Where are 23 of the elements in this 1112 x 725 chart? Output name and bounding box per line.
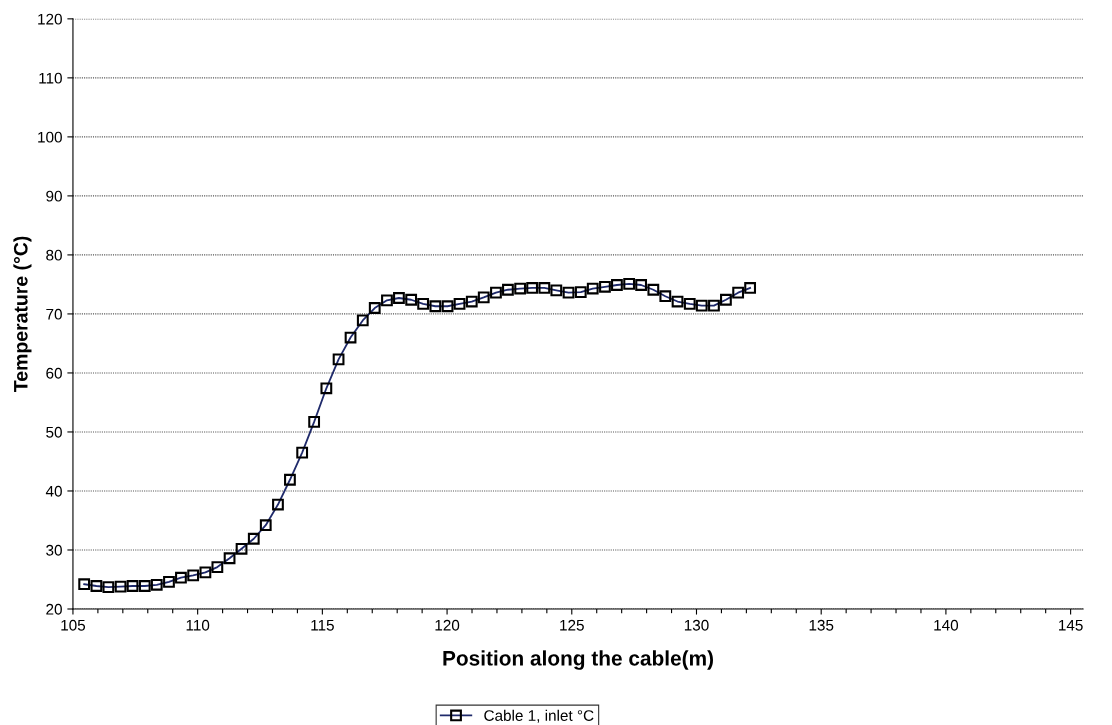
y-tick-label: 90 [46, 190, 62, 202]
y-tick-label: 70 [46, 308, 62, 320]
x-tick-label: 120 [435, 619, 460, 631]
y-axis-title: Temperature (°C) [13, 236, 32, 392]
legend-label: Cable 1, inlet °C [484, 709, 594, 723]
x-tick-label: 130 [684, 619, 709, 631]
x-tick-label: 105 [61, 619, 86, 631]
x-tick-label: 140 [934, 619, 959, 631]
y-tick-label: 80 [46, 249, 62, 261]
y-tick-label: 40 [45, 485, 62, 497]
x-tick-label: 145 [1059, 619, 1083, 631]
x-axis-title: Position along the cable(m) [443, 650, 713, 670]
y-tick-label: 120 [38, 13, 62, 25]
x-tick-label: 135 [809, 619, 834, 631]
y-tick-label: 50 [46, 426, 62, 438]
y-tick-label: 110 [39, 72, 62, 84]
x-tick-label: 115 [311, 619, 334, 631]
y-tick-label: 100 [38, 131, 62, 143]
y-tick-label: 20 [46, 603, 62, 615]
x-tick-label: 110 [186, 619, 210, 631]
y-tick-label: 60 [46, 367, 62, 379]
y-tick-label: 30 [46, 544, 62, 556]
x-tick-label: 125 [560, 619, 584, 631]
